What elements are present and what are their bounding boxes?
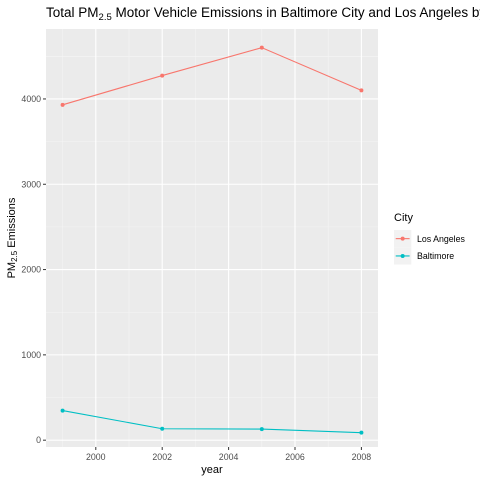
data-point [160,73,165,78]
series-line [62,410,362,434]
y-tick-label: 4000 [21,94,41,104]
x-tick-label: 2000 [86,452,106,462]
data-point [359,430,364,435]
data-point [359,88,364,93]
legend-item: Los Angeles [394,230,466,248]
chart-title: Total PM2.5 Motor Vehicle Emissions in B… [46,5,480,23]
legend-item: Baltimore [394,247,454,265]
data-point [160,426,165,431]
x-tick-label: 2008 [352,452,372,462]
y-tick-label: 3000 [21,179,41,189]
x-tick-label: 2002 [152,452,172,462]
y-tick-label: 0 [36,435,41,445]
series-0 [60,45,364,107]
data-point [60,408,65,413]
legend: City Los Angeles Baltimore [394,212,466,265]
major-gridlines [46,29,378,447]
y-axis: 0 1000 2000 3000 4000 [21,94,46,445]
y-tick-label: 1000 [21,350,41,360]
y-tick-label: 2000 [21,265,41,275]
data-point [60,102,65,107]
y-axis-title: PM2.5 Emissions [6,197,19,278]
x-axis: 2000 2002 2004 2006 2008 [86,447,371,462]
x-tick-label: 2004 [219,452,239,462]
data-point [259,45,264,50]
data-point [259,427,264,432]
series-layer [60,45,364,435]
x-tick-label: 2006 [285,452,305,462]
legend-label: Los Angeles [417,234,466,244]
legend-label: Baltimore [417,251,454,261]
series-line [62,47,362,106]
legend-key-point [400,253,405,258]
legend-items: Los Angeles Baltimore [394,230,466,265]
legend-key-point [400,236,405,241]
x-axis-title: year [201,464,223,476]
legend-title: City [394,212,413,224]
series-1 [60,408,364,435]
